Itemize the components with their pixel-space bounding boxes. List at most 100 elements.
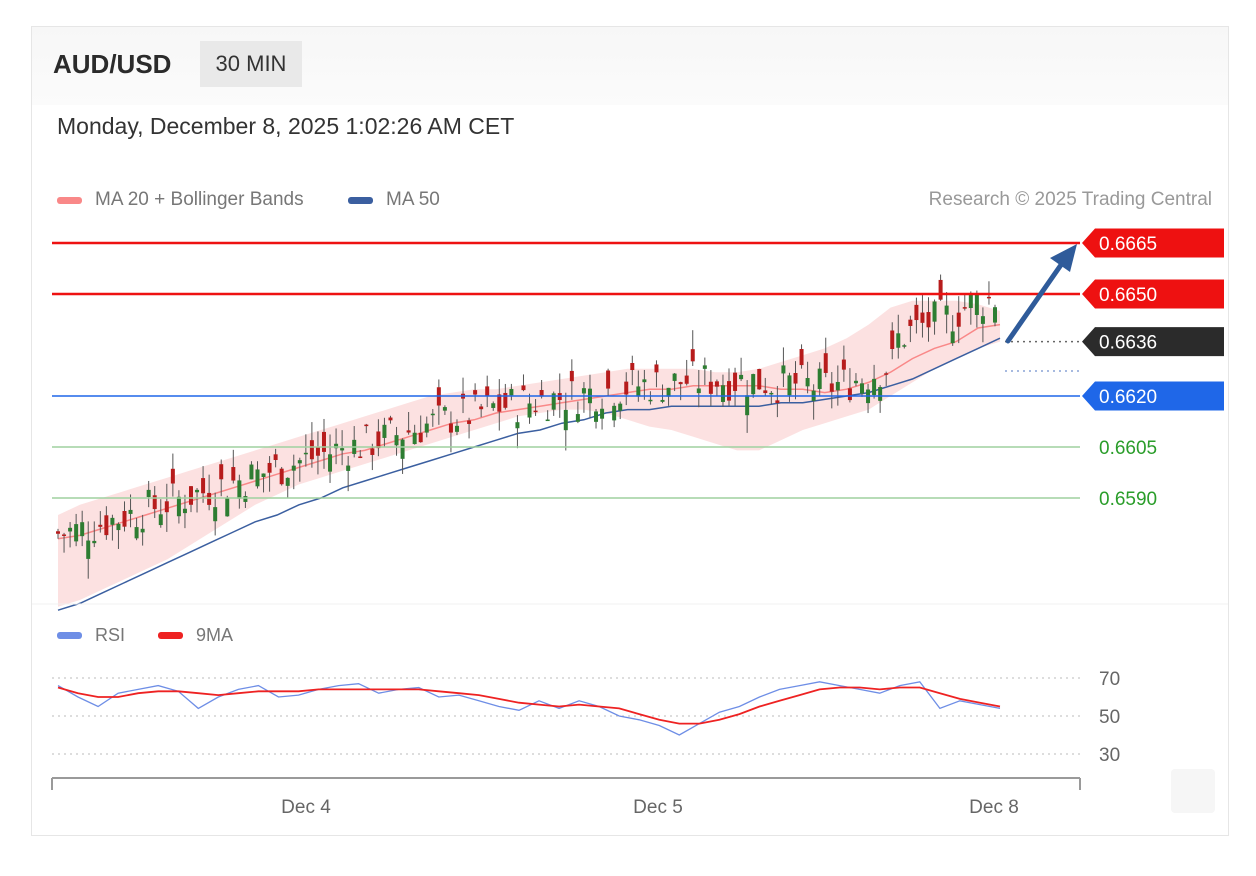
candle-body [170, 468, 175, 484]
candle-body [201, 478, 206, 494]
candle-body [243, 496, 248, 502]
candle-body [890, 330, 895, 350]
candle-body [799, 349, 804, 366]
timeframe-badge: 30 MIN [200, 41, 302, 87]
candle-body [479, 406, 484, 410]
candle-body [932, 301, 937, 322]
candle-body [448, 423, 453, 433]
candle-body [406, 430, 411, 433]
candle-body [176, 496, 181, 517]
candle-body [702, 365, 707, 369]
level-tag-resistance [1082, 228, 1224, 258]
candle-body [944, 305, 949, 315]
level-tag-resistance [1082, 279, 1224, 309]
candle-body [739, 374, 744, 380]
candle-body [80, 522, 85, 537]
candle-body [62, 534, 67, 536]
candle-body [128, 509, 133, 514]
candle-body [860, 383, 865, 394]
candle-body [412, 432, 417, 445]
level-label-1: 0.6650 [1099, 285, 1157, 306]
candle-body [231, 467, 236, 481]
candle-body [358, 456, 363, 459]
x-tick-label: Dec 5 [633, 797, 683, 818]
candle-body [745, 395, 750, 416]
candle-body [902, 345, 907, 347]
candle-body [594, 411, 599, 422]
legend-9ma: 9MA [158, 625, 233, 646]
candle-body [382, 424, 387, 438]
timestamp: Monday, December 8, 2025 1:02:26 AM CET [57, 113, 515, 139]
legend-rsi: RSI [57, 625, 125, 646]
candle-body [104, 515, 109, 536]
candle-body [527, 403, 532, 418]
candle-body [267, 462, 272, 473]
x-tick-label: Dec 4 [281, 797, 331, 818]
candle-body [853, 380, 858, 384]
legend-ma50: MA 50 [348, 189, 440, 211]
candle-body [986, 296, 991, 299]
candle-body [291, 465, 296, 471]
candle-body [727, 381, 732, 401]
candle-body [122, 510, 127, 527]
candle-body [364, 424, 369, 427]
candle-body [642, 379, 647, 383]
candle-body [195, 489, 200, 493]
candle-body [805, 378, 810, 387]
corner-control[interactable] [1171, 769, 1215, 813]
candle-body [720, 385, 725, 402]
candle-body [491, 403, 496, 408]
candle-body [878, 387, 883, 401]
candle-body [394, 435, 399, 446]
candle-body [515, 422, 520, 429]
forecast-arrow-shaft [1005, 259, 1066, 344]
candle-body [829, 383, 834, 392]
candle-body [775, 400, 780, 403]
candle-body [956, 312, 961, 327]
candle-body [164, 501, 169, 513]
candle-body [938, 279, 943, 300]
candle-body [974, 294, 979, 315]
chart-header: AUD/USD 30 MIN [32, 27, 1228, 105]
forecast-arrow-head-icon [1050, 244, 1077, 272]
candle-body [207, 492, 212, 505]
candle-body [533, 410, 538, 413]
candle-body [442, 407, 447, 411]
rsi-line [57, 681, 1001, 736]
candle-body [817, 368, 822, 389]
candle-body [485, 386, 490, 397]
candle-body [424, 423, 429, 433]
candle-body [473, 390, 478, 395]
candle-body [376, 431, 381, 449]
candle-body [678, 382, 683, 385]
candle-body [68, 527, 73, 532]
candle-body [708, 381, 713, 394]
candle-body [714, 381, 719, 387]
candle-body [654, 364, 659, 373]
candle-body [551, 393, 556, 410]
candle-body [388, 417, 393, 421]
candle-body [182, 508, 187, 514]
candle-body [98, 524, 103, 527]
rsi-tick-label: 70 [1099, 669, 1120, 690]
candle-body [751, 374, 756, 395]
candle-body [926, 312, 931, 328]
level-label-2: 0.6636 [1099, 333, 1157, 354]
legend-ma20: MA 20 + Bollinger Bands [57, 189, 304, 211]
candle-body [237, 480, 242, 499]
candle-body [346, 465, 351, 471]
legend-ma50-label: MA 50 [386, 189, 440, 210]
rsi-tick-label: 30 [1099, 745, 1120, 766]
level-label-0: 0.6665 [1099, 234, 1157, 255]
ma50-swatch-icon [348, 196, 373, 204]
candle-body [321, 431, 326, 452]
candle-body [672, 373, 677, 381]
candle-body [146, 489, 151, 498]
level-label-3: 0.6620 [1099, 387, 1157, 408]
candle-body [666, 387, 671, 397]
candle-body [509, 388, 514, 396]
candle-body [303, 452, 308, 455]
rsi-swatch-icon [57, 632, 82, 639]
candle-body [454, 425, 459, 432]
